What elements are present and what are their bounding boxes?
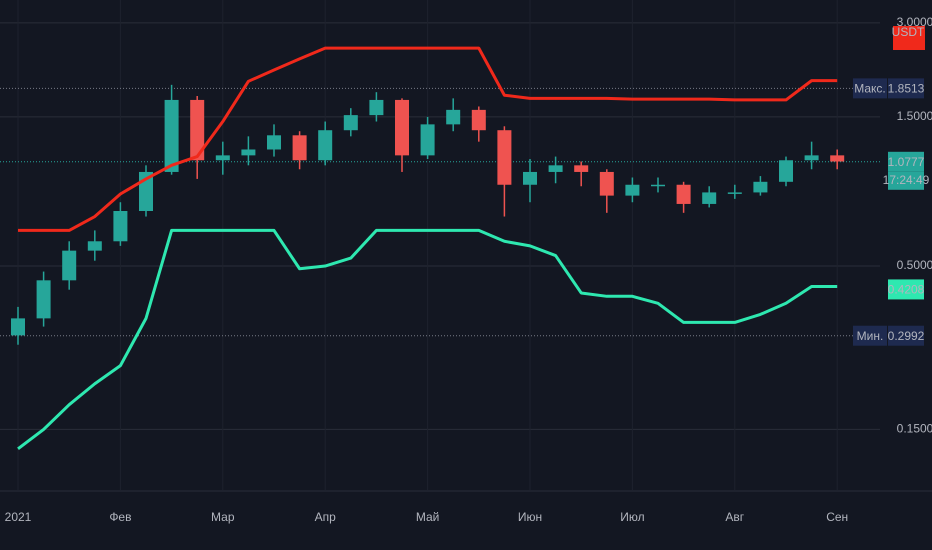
candle-body	[446, 109, 461, 125]
price-tag	[888, 325, 924, 346]
candle-body	[471, 109, 486, 131]
max-label: Макс.	[854, 82, 886, 96]
x-tick-label: Сен	[826, 510, 848, 524]
x-tick-label: 2021	[5, 510, 32, 524]
candle-body	[215, 155, 230, 161]
candle-body	[164, 99, 179, 172]
x-tick-label: Фев	[109, 510, 131, 524]
candle-body	[420, 124, 435, 156]
candle-body	[241, 149, 256, 156]
price-tag-label: 0.2992	[888, 329, 925, 343]
candle-body	[702, 192, 717, 204]
currency-label: USDT	[892, 25, 925, 39]
x-tick-label: Июн	[518, 510, 542, 524]
candle-body	[599, 171, 614, 196]
candle-body	[830, 155, 845, 162]
min-label-bg	[853, 325, 887, 346]
candle-body	[190, 99, 205, 161]
countdown-bg	[888, 171, 924, 190]
candle-body	[369, 99, 384, 116]
x-tick-label: Мар	[211, 510, 235, 524]
band-line	[17, 228, 838, 451]
candle-body	[548, 165, 563, 172]
candle-body	[36, 280, 51, 319]
price-tag-label: 1.0777	[888, 155, 925, 169]
candle-body	[11, 318, 25, 336]
candle-body	[395, 99, 409, 156]
candle-body	[318, 130, 333, 161]
x-tick-label: Май	[416, 510, 440, 524]
y-tick-label: 0.1500	[897, 422, 932, 436]
y-tick-label: 0.5000	[897, 258, 932, 272]
min-label: Мин.	[857, 329, 884, 343]
candle-body	[676, 184, 691, 204]
candle-body	[753, 181, 768, 193]
price-tag-label: 1.8513	[888, 82, 925, 96]
price-tag	[888, 279, 924, 300]
x-tick-label: Апр	[315, 510, 337, 524]
candle-body	[87, 241, 102, 251]
price-tag	[888, 151, 924, 172]
candle-body	[292, 135, 307, 161]
max-label-bg	[853, 78, 887, 99]
candle-body	[343, 115, 358, 131]
band-line	[18, 46, 838, 232]
candle-body	[804, 155, 819, 161]
candle-body	[574, 165, 589, 172]
price-tag	[888, 78, 924, 99]
candle-body	[497, 130, 512, 185]
candle-body	[651, 184, 665, 187]
candle-body	[779, 160, 793, 182]
candle-body	[62, 250, 77, 281]
candle-body	[267, 135, 281, 150]
hidden-price-tag	[893, 26, 925, 50]
y-tick-label: 3.0000	[897, 15, 932, 29]
candle-body	[113, 210, 128, 242]
candle-body	[625, 184, 640, 196]
y-tick-label: 1.5000	[897, 109, 932, 123]
candle-body	[727, 192, 742, 194]
price-tag-label: 0.4208	[888, 283, 925, 297]
candle-body	[523, 171, 537, 185]
countdown: 17:24:49	[883, 173, 930, 187]
x-tick-label: Авг	[725, 510, 744, 524]
x-tick-label: Июл	[620, 510, 644, 524]
